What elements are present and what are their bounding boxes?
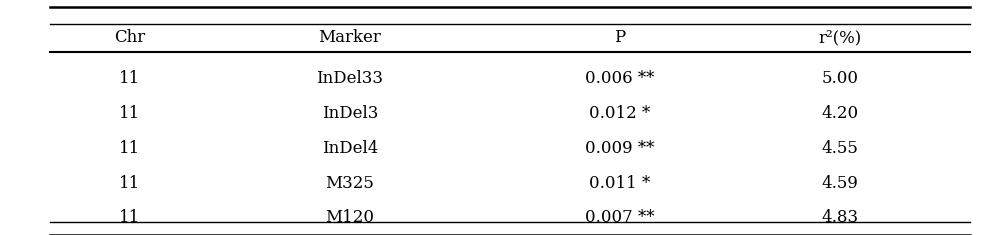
- Text: Marker: Marker: [319, 29, 381, 46]
- Text: InDel33: InDel33: [316, 70, 384, 87]
- Text: 4.20: 4.20: [821, 105, 859, 122]
- Text: 4.59: 4.59: [822, 175, 858, 192]
- Text: 0.006 **: 0.006 **: [585, 70, 655, 87]
- Text: 0.011 *: 0.011 *: [589, 175, 651, 192]
- Text: 4.55: 4.55: [822, 140, 858, 157]
- Text: 0.012 *: 0.012 *: [589, 105, 651, 122]
- Text: 11: 11: [119, 105, 141, 122]
- Text: 11: 11: [119, 209, 141, 226]
- Text: 11: 11: [119, 140, 141, 157]
- Text: 4.83: 4.83: [821, 209, 859, 226]
- Text: M120: M120: [326, 209, 374, 226]
- Text: P: P: [614, 29, 626, 46]
- Text: 5.00: 5.00: [822, 70, 858, 87]
- Text: r²(%): r²(%): [818, 29, 862, 46]
- Text: InDel4: InDel4: [322, 140, 378, 157]
- Text: 0.007 **: 0.007 **: [585, 209, 655, 226]
- Text: Chr: Chr: [114, 29, 146, 46]
- Text: 0.009 **: 0.009 **: [585, 140, 655, 157]
- Text: 11: 11: [119, 175, 141, 192]
- Text: InDel3: InDel3: [322, 105, 378, 122]
- Text: M325: M325: [326, 175, 374, 192]
- Text: 11: 11: [119, 70, 141, 87]
